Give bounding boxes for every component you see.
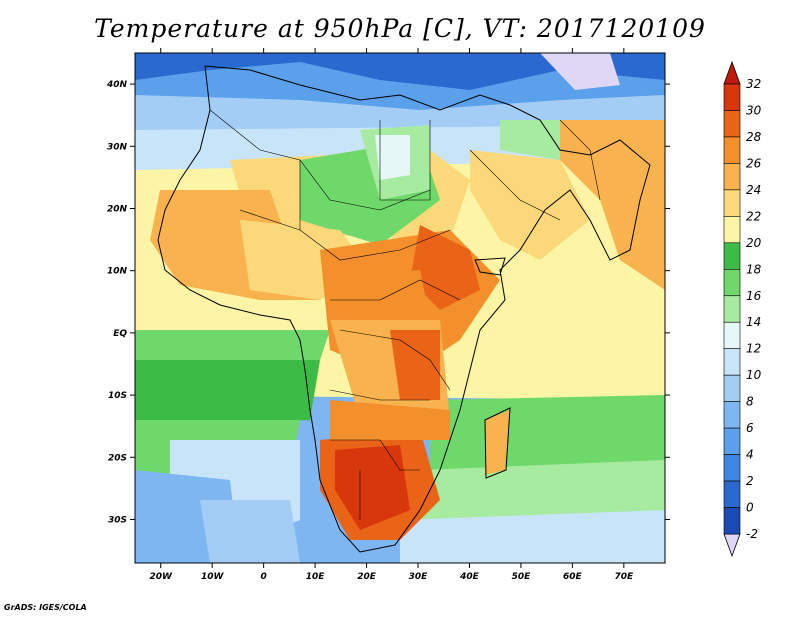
colorbar-label: 2 (746, 474, 754, 488)
colorbar-label: 0 (746, 501, 754, 515)
colorbar-segment (723, 454, 741, 482)
x-tick-label: 20E (357, 572, 377, 582)
map-axes: 20W 10W 0 10E 20E 30E 40E 50E 60E 70E 40N 30N 20N 10N… (106, 48, 670, 582)
colorbar-segment (723, 295, 741, 323)
colorbar-segment (723, 242, 741, 270)
x-tick-label: 10E (306, 572, 326, 582)
x-tick-label: 70E (614, 572, 634, 582)
colorbar-segment (723, 427, 741, 455)
country-borders (209, 109, 601, 520)
colorbar-segment (723, 110, 741, 138)
y-tick-label: 30S (108, 515, 127, 525)
colorbar-segment (723, 507, 741, 535)
colorbar-segment (723, 163, 741, 191)
colorbar-bottom-arrow (723, 533, 741, 558)
colorbar-segment (723, 480, 741, 508)
colorbar-segment (723, 348, 741, 376)
colorbar-segment (723, 268, 741, 297)
colorbar-segment (723, 83, 741, 111)
colorbar-segment (723, 374, 741, 402)
colorbar-label: 22 (746, 209, 761, 223)
colorbar-label: 24 (746, 183, 761, 197)
colorbar-label: 10 (746, 368, 762, 382)
colorbar-segment (723, 216, 741, 244)
colorbar-label: 20 (746, 236, 762, 250)
y-tick-label: 10N (107, 267, 128, 277)
colorbar-top-arrow (723, 60, 741, 85)
x-tick-label: 0 (261, 572, 267, 582)
colorbar-label: 26 (746, 156, 762, 170)
colorbar-label: 4 (746, 448, 754, 462)
y-tick-label: EQ (113, 329, 127, 339)
colorbar-label: 14 (746, 315, 761, 329)
colorbar-label: 8 (746, 395, 754, 409)
x-tick-label: 40E (459, 572, 480, 582)
colorbar-segment (723, 189, 741, 217)
x-tick-label: 60E (563, 572, 583, 582)
colorbar-segment (723, 401, 741, 429)
map-frame (134, 52, 666, 564)
y-tick-label: 20N (107, 204, 128, 214)
colorbar-label: 16 (746, 289, 762, 303)
map-title: Temperature at 950hPa [C], VT: 201712010… (94, 14, 706, 43)
x-tick-label: 50E (512, 572, 532, 582)
colorbar-label: 30 (746, 103, 762, 117)
y-tick-label: 30N (107, 142, 128, 152)
y-tick-label: 20S (108, 453, 127, 463)
colorbar-label: 18 (746, 262, 762, 276)
colorbar-segment (723, 321, 741, 350)
colorbar-label: 32 (746, 77, 761, 91)
colorbar-segment (723, 136, 741, 164)
y-tick-label: 40N (106, 80, 128, 90)
x-tick-label: 30E (409, 572, 429, 582)
x-tick-label: 10W (201, 572, 225, 582)
colorbar-label: 6 (746, 421, 754, 435)
temperature-field (135, 53, 665, 563)
colorbar-label: -2 (746, 527, 758, 541)
colorbar-label: 12 (746, 342, 761, 356)
x-tick-label: 20W (150, 572, 174, 582)
credit-label: GrADS: IGES/COLA (4, 603, 87, 612)
y-tick-label: 10S (108, 391, 127, 401)
coastline (157, 65, 651, 553)
colorbar-label: 28 (746, 130, 762, 144)
